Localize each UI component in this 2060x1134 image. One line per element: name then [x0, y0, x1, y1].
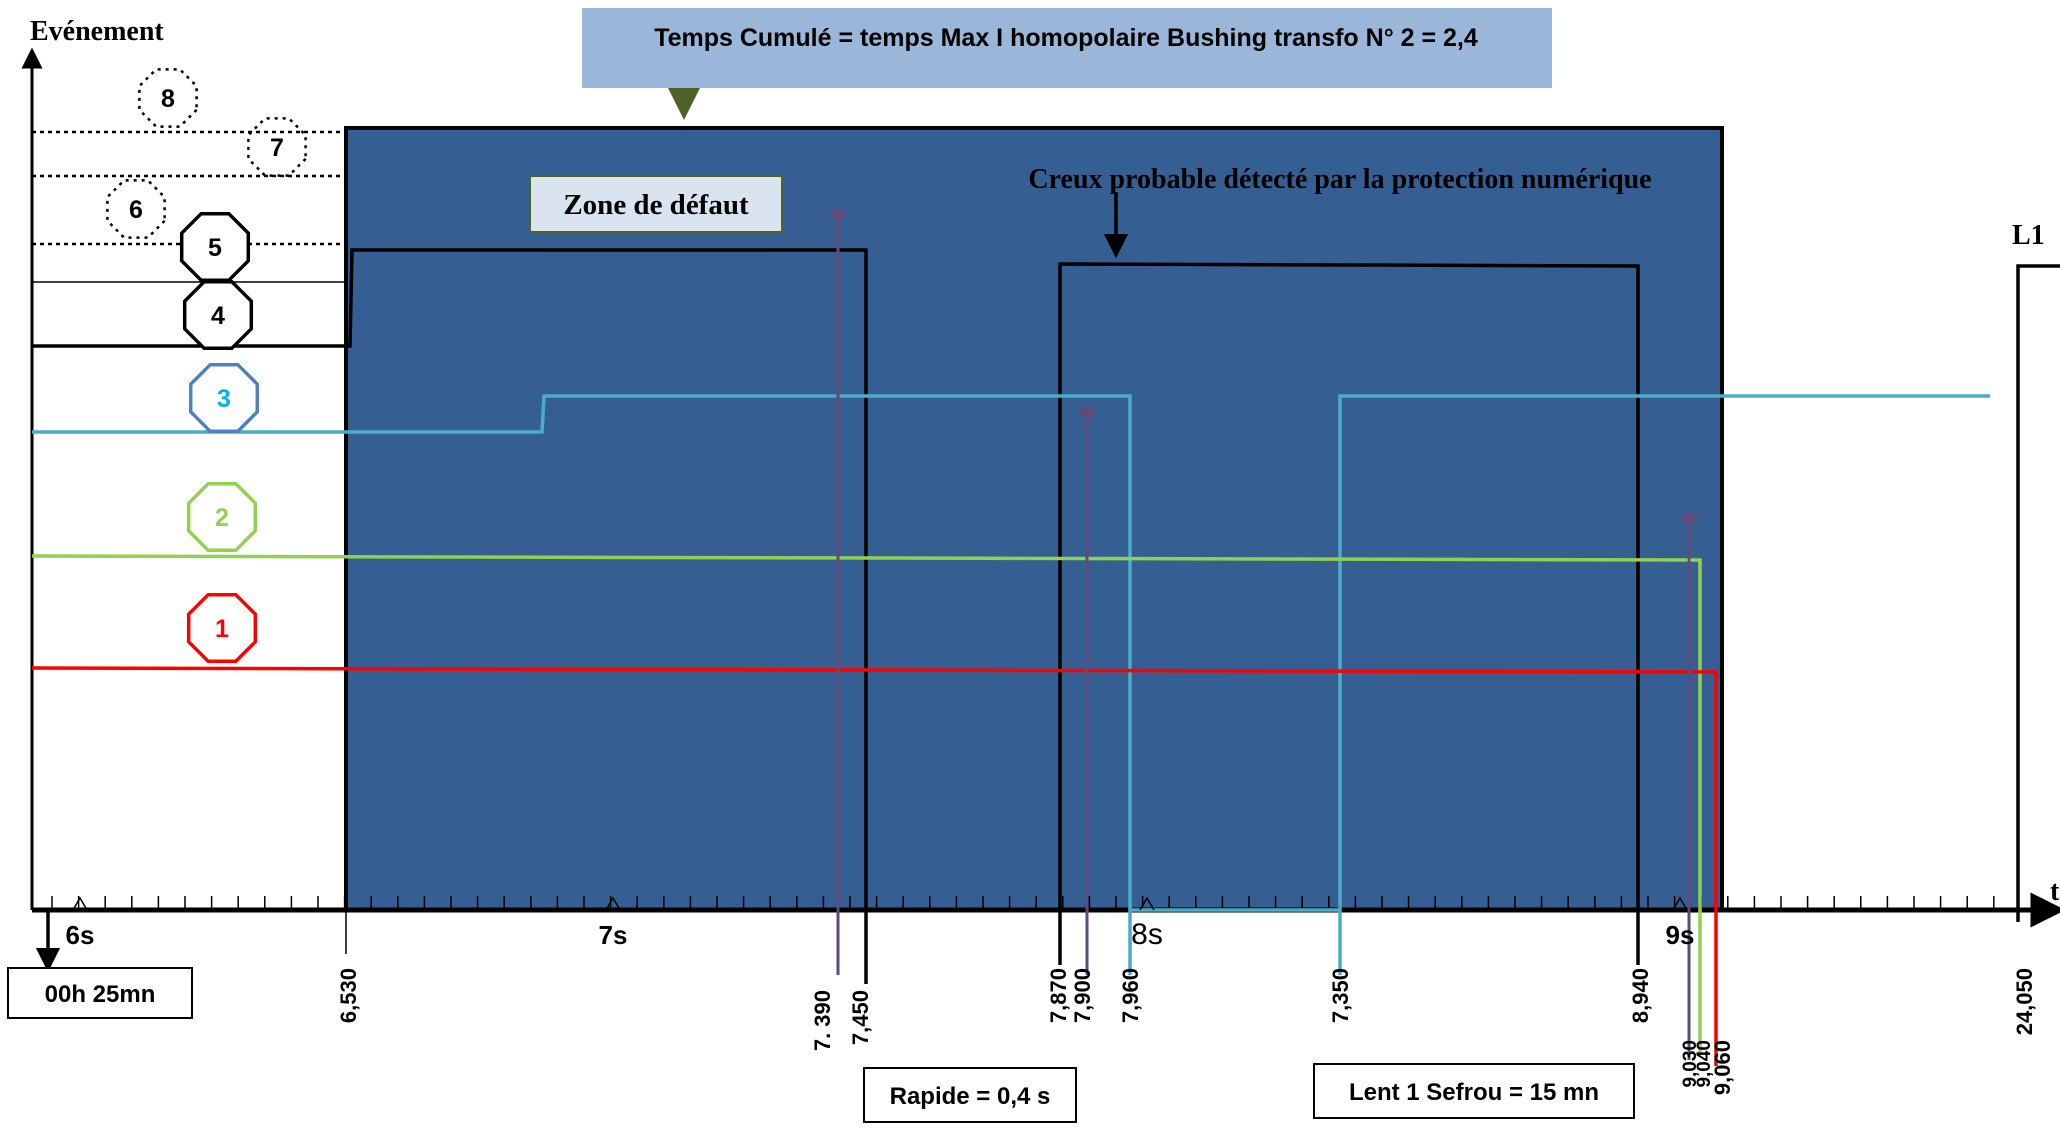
- seconds-label-6s: 6s: [66, 896, 95, 950]
- lent-box: [1313, 1063, 1635, 1119]
- event-5-octagon: 5: [179, 211, 251, 283]
- svg-text:7: 7: [270, 134, 284, 162]
- svg-text:5: 5: [208, 234, 222, 262]
- seconds-labels: 6s 7s 8s 9s: [66, 896, 1695, 951]
- start-time-box: [7, 967, 193, 1019]
- time-label: 8,940: [1628, 968, 1653, 1023]
- l1-label: L1: [2012, 220, 2045, 251]
- time-label: 7,960: [1118, 968, 1143, 1023]
- event-4-5-signal-2: [1058, 262, 1640, 965]
- event-1-signal: [31, 666, 1718, 1066]
- rapide-label: Rapide = 0,4 s: [890, 1083, 1051, 1110]
- time-label: 7,870: [1046, 968, 1071, 1023]
- l1-signal: [2016, 264, 2060, 922]
- event-8-octagon: 8: [138, 68, 198, 128]
- event-3-signal: [32, 394, 1132, 975]
- event-6-octagon: 6: [106, 179, 166, 239]
- y-axis-label: Evénement: [30, 16, 164, 47]
- zone-label-box: [529, 175, 783, 233]
- time-label: 9,060: [1710, 1040, 1735, 1095]
- svg-text:7s: 7s: [599, 920, 628, 950]
- svg-text:6s: 6s: [66, 920, 95, 950]
- svg-text:4: 4: [211, 302, 225, 330]
- creux-label: Creux probable détecté par la protection…: [1028, 164, 1651, 195]
- svg-text:9s: 9s: [1666, 920, 1695, 950]
- time-label: 7,900: [1070, 968, 1095, 1023]
- event-3-signal-2: [1338, 394, 1990, 975]
- event-7-octagon: 7: [247, 117, 307, 177]
- seconds-label-8s: 8s: [1131, 896, 1163, 951]
- start-time-label: 00h 25mn: [45, 981, 156, 1008]
- zone-label: Zone de défaut: [563, 189, 749, 221]
- event-3-octagon: 3: [188, 362, 260, 434]
- svg-text:3: 3: [217, 385, 231, 413]
- svg-text:8s: 8s: [1131, 918, 1163, 951]
- event-2-signal: [31, 554, 1702, 1055]
- banner-arrow-icon: [668, 88, 700, 120]
- fault-zone: [344, 126, 1724, 912]
- rapide-box: [863, 1067, 1077, 1123]
- event-4-5-signal: [32, 248, 868, 984]
- event-octagons: 1 2 3 4 5 6 7 8: [106, 68, 307, 664]
- marker-9-030: [1680, 514, 1698, 1060]
- event-1-octagon: 1: [186, 592, 258, 664]
- event-2-octagon: 2: [186, 481, 258, 553]
- time-label: 9,040: [1694, 1040, 1715, 1088]
- svg-text:8: 8: [161, 85, 175, 113]
- svg-text:6: 6: [129, 196, 143, 224]
- time-label: 6,530: [336, 968, 361, 1023]
- top-banner: [582, 8, 1552, 88]
- svg-text:2: 2: [215, 504, 229, 532]
- seconds-label-9s: 9s: [1666, 896, 1695, 950]
- time-label: 9,030: [1680, 1040, 1701, 1088]
- seconds-label-7s: 7s: [599, 896, 628, 950]
- marker-7-900: [1078, 408, 1096, 975]
- marker-7-390: [829, 210, 847, 975]
- time-label: 7,450: [848, 990, 873, 1045]
- time-label: 7,350: [1328, 968, 1353, 1023]
- svg-text:1: 1: [215, 615, 229, 643]
- lent-label: Lent 1 Sefrou = 15 mn: [1349, 1079, 1599, 1106]
- x-axis-ticks: [51, 896, 1995, 954]
- time-label: 7. 390: [810, 990, 835, 1051]
- time-labels: 6,530 7. 390 7,450 7,870 7,900 7,960 7,350 8,94…: [336, 968, 2037, 1095]
- event-4-octagon: 4: [182, 279, 254, 351]
- top-banner-text: Temps Cumulé = temps Max I homopolaire B…: [654, 24, 1478, 52]
- time-label: 24,050: [2012, 968, 2037, 1035]
- x-axis-label: t: [2050, 876, 2060, 907]
